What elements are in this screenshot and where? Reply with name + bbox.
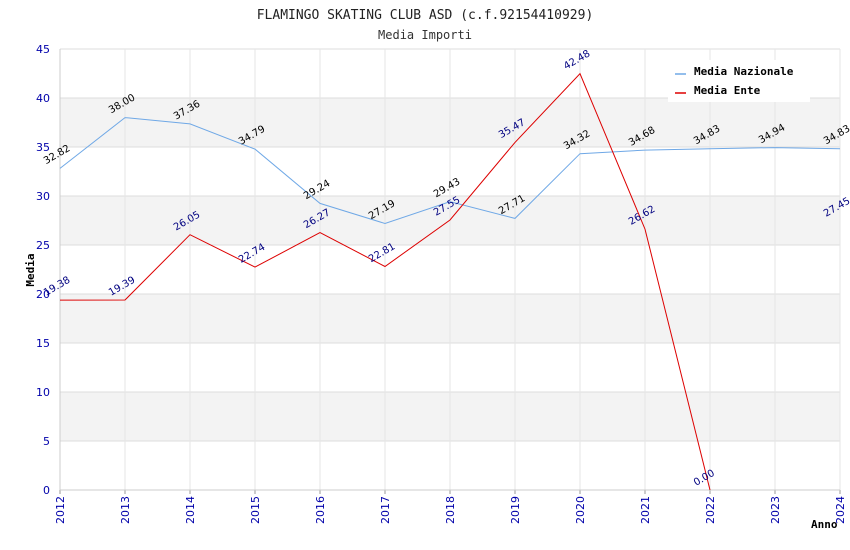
x-tick-label: 2016 <box>314 496 327 524</box>
x-tick-label: 2022 <box>704 496 717 524</box>
legend-label-nazionale: Media Nazionale <box>694 65 794 78</box>
x-tick-label: 2019 <box>509 496 522 524</box>
chart-title: FLAMINGO SKATING CLUB ASD (c.f.921544109… <box>257 8 594 23</box>
y-tick-labels: 0 5 10 15 20 25 30 35 40 45 <box>36 43 50 497</box>
y-tick-label: 25 <box>36 239 50 252</box>
y-tick-label: 10 <box>36 386 50 399</box>
x-axis-label: Anno <box>811 518 838 531</box>
x-tick-labels: 2012 2013 2014 2015 2016 2017 2018 2019 2020 2021… <box>54 496 847 524</box>
x-tick-label: 2021 <box>639 496 652 524</box>
x-tick-label: 2023 <box>769 496 782 524</box>
series-line-nazionale <box>59 117 841 225</box>
series-lines <box>59 72 841 491</box>
x-tick-label: 2024 <box>834 496 847 524</box>
y-axis-label: Media <box>24 253 37 286</box>
x-tick-label: 2013 <box>119 496 132 524</box>
legend-label-ente: Media Ente <box>694 84 761 97</box>
x-tick-label: 2017 <box>379 496 392 524</box>
y-tick-label: 35 <box>36 141 50 154</box>
x-tick-label: 2014 <box>184 496 197 524</box>
series-line-ente <box>59 72 711 491</box>
legend: Media Nazionale Media Ente <box>668 60 810 102</box>
y-tick-label: 5 <box>43 435 50 448</box>
y-tick-label: 20 <box>36 288 50 301</box>
y-tick-label: 0 <box>43 484 50 497</box>
y-tick-label: 15 <box>36 337 50 350</box>
y-tick-label: 45 <box>36 43 50 56</box>
legend-box <box>668 60 810 102</box>
data-label: 42.48 <box>562 48 592 72</box>
x-tick-label: 2018 <box>444 496 457 524</box>
y-tick-label: 30 <box>36 190 50 203</box>
x-tick-label: 2020 <box>574 496 587 524</box>
chart-subtitle: Media Importi <box>378 28 472 42</box>
y-tick-label: 40 <box>36 92 50 105</box>
x-tick-label: 2015 <box>249 496 262 524</box>
data-label: 0.00 <box>692 468 717 489</box>
x-tick-label: 2012 <box>54 496 67 524</box>
